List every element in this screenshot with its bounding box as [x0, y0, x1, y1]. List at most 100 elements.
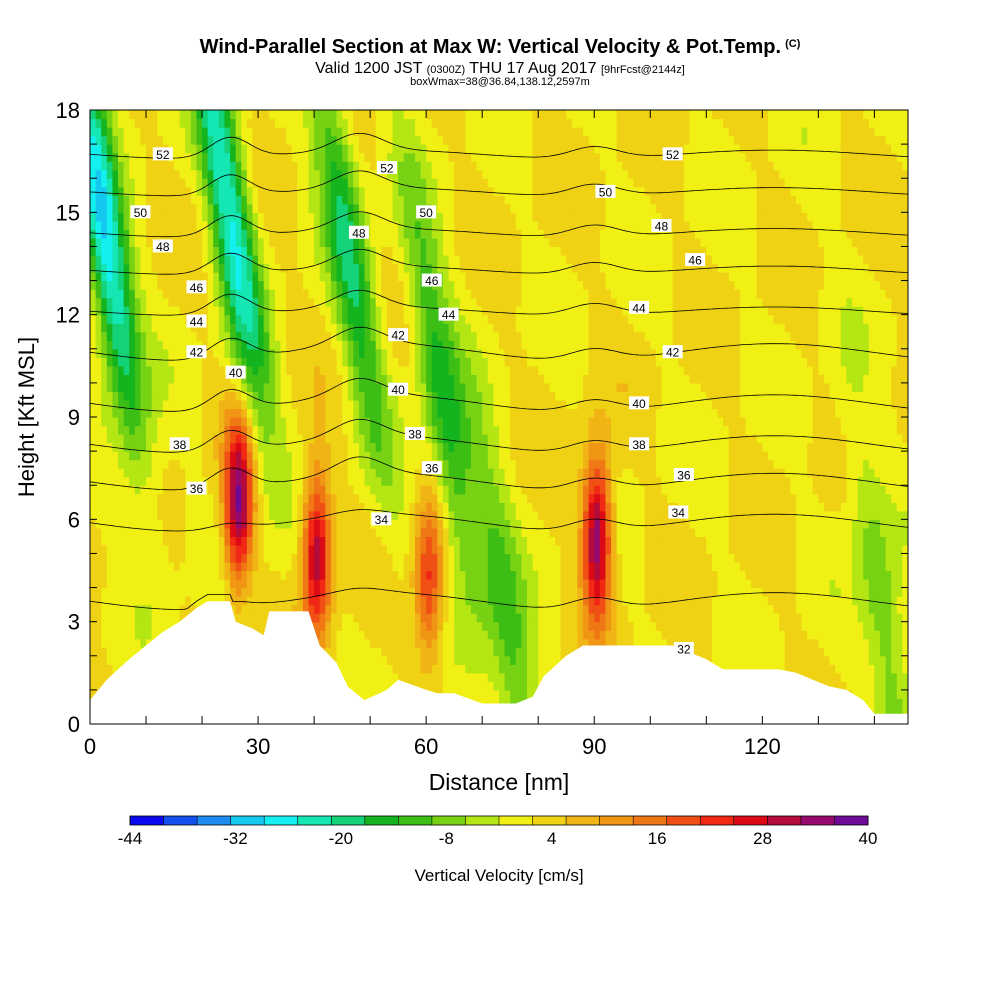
contour-label-bg	[152, 147, 173, 161]
colorbar-tick-label: 40	[859, 829, 878, 848]
colorbar-swatch	[130, 816, 164, 825]
theta-contour-38	[90, 418, 908, 453]
contour-label-bg	[421, 461, 442, 475]
theta-contour-50	[90, 170, 908, 197]
contour-label-bg	[651, 218, 672, 232]
contour-label-bg	[169, 437, 190, 451]
colorbar-swatch	[264, 816, 299, 825]
contour-label-bg	[152, 239, 173, 253]
colorbar-swatch	[834, 816, 869, 825]
contour-label-bg	[225, 365, 246, 379]
contour-label: 44	[442, 308, 456, 322]
colorbar-swatch	[800, 816, 835, 825]
theta-contour-40	[90, 378, 908, 412]
forecast-tag: [9hrFcst@2144z]	[600, 64, 685, 76]
contour-labels: 52 52 52 50 50 50 48 48 48 46 46 46 44 44 44 42 42 42 40 40…	[130, 147, 706, 656]
colorbar-swatch	[331, 816, 366, 825]
colorbar-tick-label: -8	[439, 829, 454, 848]
theta-contour-42	[90, 326, 908, 361]
x-tick-label: 0	[84, 734, 96, 759]
contour-label: 44	[632, 301, 646, 315]
contour-label-bg	[668, 505, 689, 519]
colorbar-swatch	[499, 816, 533, 825]
contour-label-bg	[186, 314, 207, 328]
y-tick-label: 6	[68, 507, 80, 532]
y-tick-label: 12	[56, 303, 80, 328]
colorbar-swatch	[700, 816, 735, 825]
colorbar-swatch	[599, 816, 634, 825]
contour-label-bg	[416, 205, 437, 219]
contour-label-bg	[186, 345, 207, 359]
theta-contour-34	[90, 509, 908, 532]
contour-label: 52	[156, 148, 170, 162]
copyright-mark: (C)	[785, 38, 801, 50]
y-tick-label: 0	[68, 712, 80, 737]
colorbar-tick-label: -44	[118, 829, 143, 848]
x-tick-label: 120	[744, 734, 781, 759]
contour-label: 48	[352, 226, 366, 240]
contour-label-bg	[673, 467, 694, 481]
contour-label-bg	[404, 427, 425, 441]
y-tick-label: 9	[68, 405, 80, 430]
chart-title-text: Wind-Parallel Section at Max W: Vertical…	[199, 36, 782, 58]
theta-contour-32	[90, 587, 908, 610]
theta-contour-48	[90, 211, 908, 238]
contour-label-bg	[595, 184, 616, 198]
contour-label-bg	[629, 437, 650, 451]
colorbar-swatch	[431, 816, 466, 825]
y-tick-label: 18	[56, 98, 80, 123]
colorbar-swatch	[733, 816, 768, 825]
contour-label: 40	[391, 383, 405, 397]
colorbar-swatch	[398, 816, 433, 825]
contour-label: 32	[677, 642, 691, 656]
contour-label: 50	[134, 206, 148, 220]
y-axis-label: Height [Kft MSL]	[14, 337, 39, 497]
colorbar-swatch	[666, 816, 701, 825]
valid-prefix: Valid 1200 JST	[315, 60, 423, 77]
colorbar-swatch	[197, 816, 231, 825]
contour-label: 46	[688, 254, 702, 268]
contour-label: 42	[391, 329, 405, 343]
colorbar-swatch	[163, 816, 198, 825]
colorbar-tick-label: 16	[648, 829, 667, 848]
colorbar-swatch	[633, 816, 668, 825]
y-tick-label: 15	[56, 200, 80, 225]
colorbar: -44 -32 -20 -8 4 16 28 40 Vertical Velocity [cm/…	[118, 815, 878, 885]
contour-label-bg	[673, 641, 694, 655]
contour-label-bg	[130, 205, 151, 219]
contour-label: 36	[190, 482, 204, 496]
contour-label-bg	[371, 512, 392, 526]
contour-label-bg	[662, 345, 683, 359]
y-tick-label: 3	[68, 610, 80, 635]
contour-label: 34	[375, 513, 389, 527]
contour-label-bg	[186, 481, 207, 495]
contour-label-bg	[388, 328, 409, 342]
chart-title: Wind-Parallel Section at Max W: Vertical…	[0, 36, 1000, 59]
theta-contours	[90, 132, 908, 610]
contour-label: 48	[655, 219, 669, 233]
contour-label: 50	[599, 185, 613, 199]
colorbar-swatch	[767, 816, 802, 825]
contour-label: 46	[190, 281, 204, 295]
contour-label-bg	[186, 280, 207, 294]
contour-label: 40	[229, 366, 243, 380]
x-tick-label: 30	[246, 734, 270, 759]
valid-time-line: Valid 1200 JST (0300Z) THU 17 Aug 2017 […	[0, 60, 1000, 78]
x-tick-label: 60	[414, 734, 438, 759]
contour-label: 34	[672, 506, 686, 520]
theta-contour-52	[90, 132, 908, 159]
terrain	[90, 601, 908, 724]
contour-label: 44	[190, 315, 204, 329]
contour-label-bg	[629, 300, 650, 314]
contour-label: 36	[425, 462, 439, 476]
contour-label: 42	[666, 346, 680, 360]
colorbar-swatch	[465, 816, 500, 825]
contour-label: 50	[419, 206, 433, 220]
contour-label: 38	[173, 438, 187, 452]
colorbar-swatch	[297, 816, 332, 825]
contour-label-bg	[388, 382, 409, 396]
colorbar-swatch	[566, 816, 600, 825]
contour-label-bg	[685, 253, 706, 267]
contour-label: 42	[190, 346, 204, 360]
